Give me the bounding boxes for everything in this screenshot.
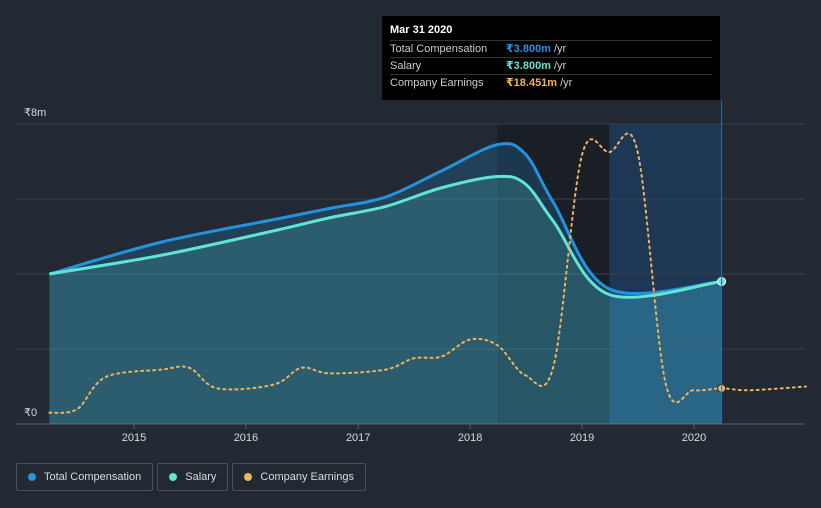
series-lines [48,132,807,414]
tooltip-label: Company Earnings [390,77,484,89]
salary-line [49,174,722,299]
y-axis-label-bottom: ₹0 [24,407,37,419]
total-compensation-line [48,142,722,296]
tooltip-unit: /yr [553,60,567,72]
legend-item-total-compensation[interactable]: Total Compensation [16,463,154,491]
x-tick-label: 2016 [234,432,258,444]
tooltip-unit: /yr [560,77,573,89]
x-tick-label: 2019 [570,432,594,444]
tooltip-row-total-compensation: Total Compensation ₹3.800m /yr [390,40,712,57]
total-compensation-area [49,143,722,424]
tooltip-value: ₹3.800m [506,60,551,72]
x-tick-label: 2017 [346,432,370,444]
tooltip-row-company-earnings: Company Earnings ₹18.451m /yr [390,74,712,91]
legend-label: Total Compensation [44,471,142,483]
x-axis: 2015 2016 2017 2018 2019 2020 [122,424,706,444]
legend: Total Compensation Salary Company Earnin… [16,463,366,491]
tooltip-value: ₹18.451m [506,77,558,89]
y-axis-label-top: ₹8m [24,107,46,119]
tooltip-row-salary: Salary ₹3.800m /yr [390,57,712,74]
legend-item-salary[interactable]: Salary [157,463,229,491]
x-tick-label: 2015 [122,432,146,444]
tooltip-label: Salary [390,60,422,72]
legend-dot-icon [244,473,253,481]
tooltip-date: Mar 31 2020 [390,24,453,36]
legend-dot-icon [169,473,178,481]
legend-label: Company Earnings [260,471,354,483]
tooltip-unit: /yr [553,43,567,55]
tooltip-label: Total Compensation [390,43,488,55]
x-tick-label: 2018 [458,432,482,444]
tooltip-value: ₹3.800m [506,43,551,55]
tooltip: Mar 31 2020 Total Compensation ₹3.800m /… [382,16,720,100]
legend-label: Salary [185,471,217,483]
x-tick-label: 2020 [682,432,706,444]
legend-item-company-earnings[interactable]: Company Earnings [232,463,366,491]
legend-dot-icon [28,473,36,481]
company-earnings-line [48,132,807,414]
grid-lines [16,123,805,425]
